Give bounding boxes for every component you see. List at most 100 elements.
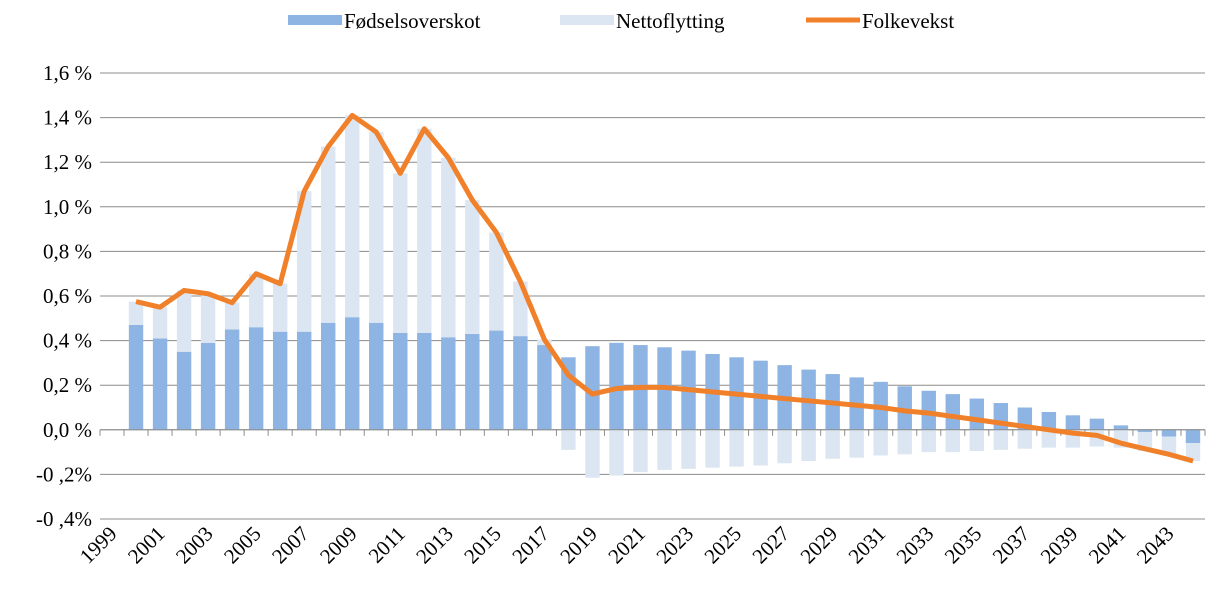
bar <box>1185 429 1201 444</box>
bar <box>513 336 528 430</box>
x-tick-label: 2021 <box>603 522 650 569</box>
bar <box>128 324 144 430</box>
bar <box>1161 436 1177 455</box>
x-tick-label: 2017 <box>507 522 554 569</box>
legend-label: Fødselsoverskot <box>344 9 481 33</box>
bar <box>1089 418 1105 430</box>
bar <box>345 115 360 318</box>
y-tick-label: 1,6 % <box>43 61 92 85</box>
y-tick-label: 0,4 % <box>43 329 92 353</box>
x-tick-label: 2003 <box>171 522 218 569</box>
y-tick-label: 1,2 % <box>43 150 92 174</box>
bar <box>1041 429 1057 448</box>
bar <box>369 322 384 430</box>
x-tick-label: 2019 <box>555 522 602 569</box>
y-tick-label: 0,0 % <box>43 418 92 442</box>
bar <box>537 345 552 430</box>
bar <box>489 330 504 430</box>
bar <box>921 429 936 453</box>
bar <box>321 322 336 430</box>
x-tick-label: 2041 <box>1084 522 1131 569</box>
bar <box>272 283 288 332</box>
line <box>135 112 1194 464</box>
bar <box>224 302 240 330</box>
bar <box>585 429 600 478</box>
legend-swatch <box>560 15 614 25</box>
y-tick-label: 0,6 % <box>43 284 92 308</box>
bar <box>585 346 600 430</box>
bar <box>825 429 840 459</box>
bar <box>200 293 216 343</box>
bar <box>969 398 984 430</box>
x-tick-label: 2029 <box>796 522 843 569</box>
bar <box>176 290 192 352</box>
bar <box>417 332 432 430</box>
bar <box>873 429 888 456</box>
bar <box>1185 443 1201 462</box>
bar <box>1065 415 1081 430</box>
bar <box>609 429 624 476</box>
bar <box>393 173 408 333</box>
bar <box>753 429 768 466</box>
x-tick-label: 2037 <box>988 522 1035 569</box>
x-tick-label: 2031 <box>844 522 891 569</box>
y-tick-label: -0 ,2% <box>36 462 92 486</box>
y-tick-label: 1,0 % <box>43 195 92 219</box>
bar <box>945 394 960 430</box>
bar <box>489 232 504 331</box>
bar <box>417 128 432 333</box>
bar <box>657 429 672 470</box>
bar <box>801 429 816 462</box>
y-tick-label: 1,4 % <box>43 106 92 130</box>
bar <box>1161 429 1177 437</box>
bar <box>705 429 720 468</box>
bar <box>729 429 744 467</box>
legend-label: Folkevekst <box>862 9 954 33</box>
bar <box>777 429 792 464</box>
y-tick-label: -0 ,4% <box>36 507 92 531</box>
bar <box>993 429 1009 450</box>
bar <box>969 429 984 451</box>
x-tick-label: 2027 <box>747 522 794 569</box>
y-tick-label: 0,2 % <box>43 373 92 397</box>
x-tick-label: 2005 <box>219 522 266 569</box>
bar <box>897 386 912 430</box>
bar <box>176 351 192 430</box>
x-tick-label: 2043 <box>1132 522 1179 569</box>
bar <box>849 429 864 458</box>
bar <box>441 157 456 338</box>
bar <box>272 331 288 430</box>
bar <box>200 342 216 430</box>
x-tick-label: 2035 <box>940 522 987 569</box>
bar <box>945 429 960 453</box>
y-tick-label: 0,8 % <box>43 239 92 263</box>
bar <box>1017 429 1033 449</box>
legend-swatch <box>288 15 342 25</box>
x-tick-label: 2001 <box>123 522 170 569</box>
bar <box>248 273 264 328</box>
bar <box>152 307 168 339</box>
x-tick-label: 2033 <box>892 522 939 569</box>
bar <box>1113 425 1129 430</box>
bar <box>561 429 576 450</box>
bar <box>296 331 312 430</box>
bar <box>1137 429 1153 433</box>
bar <box>897 429 912 455</box>
bar <box>465 200 480 334</box>
bar <box>1041 411 1057 430</box>
bar <box>296 191 312 332</box>
x-tick-label: 2039 <box>1036 522 1083 569</box>
bar <box>128 301 144 325</box>
bar <box>441 337 456 430</box>
x-tick-label: 2009 <box>315 522 362 569</box>
bar <box>369 132 384 323</box>
legend-label: Nettoflytting <box>616 9 725 33</box>
x-tick-label: 2013 <box>411 522 458 569</box>
bar <box>345 317 360 430</box>
bar <box>321 146 336 323</box>
bar <box>248 327 264 430</box>
x-tick-label: 2025 <box>699 522 746 569</box>
bar <box>633 429 648 473</box>
bar <box>465 333 480 430</box>
